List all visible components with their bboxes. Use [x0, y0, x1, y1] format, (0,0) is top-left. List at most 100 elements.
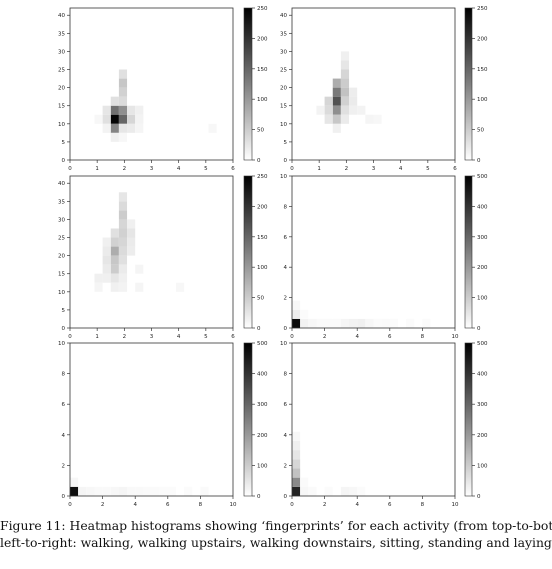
heatmap-cell: [102, 114, 111, 124]
heatmap-cell: [135, 486, 144, 496]
y-tick-label: 30: [58, 217, 65, 223]
y-tick-label: 15: [58, 104, 65, 110]
heatmap-cell: [118, 192, 128, 202]
x-tick-label: 6: [453, 166, 457, 172]
heatmap-cell: [292, 459, 301, 469]
heatmap-cell: [127, 237, 136, 247]
heatmap-cell: [422, 318, 431, 328]
y-tick-label: 8: [284, 372, 288, 378]
colorbar-tick-label: 500: [477, 174, 488, 180]
heatmap-panel-3: 0 1 2 3 4 5 6 0 5 10 15 20 25 30 35 40 0 50 100 150 200 250: [58, 174, 268, 340]
colorbar-tick-label: 0: [257, 158, 261, 164]
colorbar: [243, 175, 253, 329]
heatmap-cell: [332, 123, 341, 133]
heatmap-cell: [118, 105, 128, 115]
x-tick-label: 2: [123, 334, 127, 340]
heatmap-cell: [151, 486, 160, 496]
heatmap-cell: [78, 486, 87, 496]
x-tick-label: 1: [317, 166, 321, 172]
heatmap-cell: [316, 318, 325, 328]
heatmap-cell: [135, 114, 144, 124]
colorbar-tick-label: 250: [477, 6, 488, 12]
heatmap-cell: [118, 486, 128, 496]
y-tick-label: 6: [284, 235, 288, 241]
x-tick-label: 4: [355, 334, 359, 340]
colorbar-tick-label: 200: [257, 204, 268, 210]
x-tick-label: 3: [150, 166, 154, 172]
x-tick-label: 1: [95, 166, 99, 172]
x-tick-label: 4: [133, 502, 137, 508]
x-tick-label: 0: [68, 334, 72, 340]
colorbar: [464, 7, 473, 161]
x-tick-label: 6: [231, 166, 235, 172]
heatmap-cell: [292, 450, 301, 460]
x-tick-label: 8: [421, 502, 425, 508]
colorbar-tick-label: 100: [477, 296, 488, 302]
heatmap-cell: [324, 486, 333, 496]
colorbar: [243, 7, 253, 161]
colorbar-tick-label: 100: [477, 97, 488, 103]
y-tick-label: 5: [284, 140, 288, 146]
heatmap-cell: [102, 246, 111, 256]
y-tick-label: 10: [58, 290, 65, 296]
y-tick-label: 40: [280, 13, 287, 19]
y-tick-label: 5: [62, 140, 66, 146]
colorbar-tick-label: 300: [477, 402, 488, 408]
x-tick-label: 6: [166, 502, 170, 508]
y-tick-label: 10: [280, 341, 287, 347]
colorbar-tick-label: 400: [257, 372, 268, 378]
heatmap-cell: [118, 132, 128, 142]
heatmap-cell: [184, 486, 193, 496]
heatmap-cell: [332, 96, 341, 106]
colorbar-tick-label: 150: [257, 67, 268, 73]
x-tick-label: 8: [421, 334, 425, 340]
heatmap-cell: [406, 318, 415, 328]
heatmap-cell: [118, 282, 128, 292]
heatmap-cell: [340, 78, 350, 88]
y-tick-label: 15: [280, 104, 287, 110]
heatmap-cell: [159, 486, 168, 496]
heatmap-cell: [102, 237, 111, 247]
y-tick-label: 10: [280, 122, 287, 128]
y-tick-label: 10: [58, 122, 65, 128]
heatmap-cell: [316, 105, 325, 115]
heatmap-cell: [118, 255, 128, 265]
heatmap-cell: [70, 486, 79, 496]
colorbar-tick-label: 500: [257, 341, 268, 347]
heatmap-cell: [70, 477, 79, 487]
heatmap-cell: [308, 318, 317, 328]
x-tick-label: 2: [323, 502, 327, 508]
heatmap-cell: [349, 318, 358, 328]
heatmap-cell: [340, 318, 350, 328]
heatmap-cell: [118, 264, 128, 274]
heatmap-cell: [110, 246, 119, 256]
heatmap-cell: [94, 282, 103, 292]
y-tick-label: 0: [62, 326, 66, 332]
y-tick-label: 6: [62, 402, 66, 408]
heatmap-cell: [110, 132, 119, 142]
heatmap-cell: [127, 219, 136, 229]
heatmap-cell: [118, 237, 128, 247]
heatmap-cell: [118, 210, 128, 220]
heatmap-cell: [349, 486, 358, 496]
colorbar-tick-label: 200: [257, 433, 268, 439]
y-tick-label: 8: [62, 372, 66, 378]
colorbar-tick-label: 100: [477, 463, 488, 469]
y-tick-label: 10: [58, 341, 65, 347]
heatmap-cell: [324, 318, 333, 328]
heatmap-cell: [110, 273, 119, 283]
y-tick-label: 20: [58, 254, 65, 260]
y-tick-label: 20: [58, 86, 65, 92]
heatmap-cell: [102, 255, 111, 265]
y-tick-label: 6: [284, 402, 288, 408]
heatmap-cell: [373, 318, 382, 328]
heatmap-cell: [324, 105, 333, 115]
x-tick-label: 1: [95, 334, 99, 340]
x-tick-label: 2: [123, 166, 127, 172]
y-tick-label: 2: [284, 296, 288, 302]
heatmap-cell: [324, 114, 333, 124]
colorbar-tick-label: 50: [477, 128, 484, 134]
heatmap-cell: [332, 78, 341, 88]
x-tick-label: 10: [452, 334, 459, 340]
colorbar-tick-label: 200: [477, 36, 488, 42]
